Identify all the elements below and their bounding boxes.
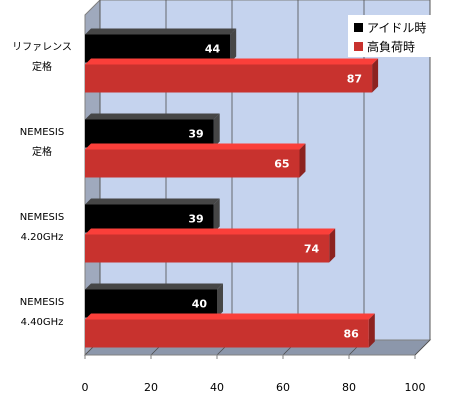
x-tick-label: 0 [82, 381, 89, 394]
category-label-line: NEMESIS [19, 126, 65, 138]
bar-top-face [85, 283, 223, 290]
bar-top-face [85, 143, 306, 150]
category-label: NEMESIS 4.20GHz [0, 208, 84, 248]
bar-top-face [85, 198, 220, 205]
category-label-line: 4.20GHz [20, 231, 64, 243]
category-label-line: NEMESIS [19, 296, 65, 308]
bar-side-face [368, 313, 375, 348]
category-label: NEMESIS 4.40GHz [0, 293, 84, 333]
bar-value-label: 87 [347, 73, 362, 86]
bar-side-face [213, 198, 220, 233]
gridline-floor [414, 339, 431, 356]
bar-load [85, 319, 369, 348]
legend-item-idle: アイドル時 [354, 18, 426, 36]
bar-top-face [85, 228, 336, 235]
bar-idle [85, 34, 231, 63]
bar-idle [85, 119, 214, 148]
bar-top-face [85, 28, 237, 35]
bar-value-label: 39 [188, 213, 203, 226]
bar-side-face [329, 228, 336, 263]
category-label-line: 定格 [32, 146, 52, 158]
legend: アイドル時 高負荷時 [348, 15, 440, 57]
bar-value-label: 86 [343, 328, 359, 341]
x-tick-label: 20 [144, 381, 158, 394]
bar-idle [85, 204, 214, 233]
category-label-line: 4.40GHz [20, 316, 64, 328]
bar-side-face [230, 28, 237, 63]
bar-side-face [299, 143, 306, 178]
x-tick-label: 60 [276, 381, 290, 394]
bar-value-label: 39 [188, 128, 203, 141]
bar-side-face [213, 113, 220, 148]
x-tick-label: 80 [342, 381, 356, 394]
category-label-line: NEMESIS [19, 211, 65, 223]
legend-swatch-idle [354, 22, 363, 32]
x-tick-label: 40 [210, 381, 224, 394]
bar-side-face [217, 283, 223, 318]
legend-swatch-load [354, 41, 363, 51]
bar-value-label: 40 [192, 298, 208, 311]
category-label-line: 定格 [32, 61, 52, 73]
bar-load [85, 64, 373, 93]
bar-top-face [85, 58, 379, 65]
bar-load [85, 234, 330, 263]
bar-value-label: 74 [304, 243, 320, 256]
category-label: リファレンス 定格 [0, 38, 84, 78]
bar-idle [85, 289, 217, 318]
x-tick-label: 100 [405, 381, 426, 394]
bar-load [85, 149, 300, 178]
category-label-line: リファレンス [12, 41, 72, 53]
category-label: NEMESIS 定格 [0, 123, 84, 163]
bar-top-face [85, 113, 220, 120]
bar-side-face [372, 58, 379, 93]
bar-top-face [85, 313, 375, 320]
legend-item-load: 高負荷時 [354, 37, 415, 55]
legend-label-load: 高負荷時 [367, 39, 416, 54]
bar-value-label: 65 [274, 158, 289, 171]
bar-value-label: 44 [205, 43, 221, 56]
legend-label-idle: アイドル時 [367, 20, 427, 35]
